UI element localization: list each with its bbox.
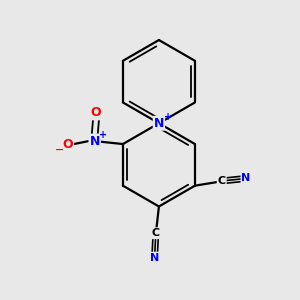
Text: O: O [91,106,101,119]
Text: N: N [154,117,164,130]
Text: +: + [99,130,107,140]
Text: −: − [55,145,64,155]
Text: N: N [242,173,251,183]
Text: C: C [218,176,226,186]
Text: O: O [63,138,73,151]
Text: C: C [152,228,160,238]
Text: N: N [150,253,159,262]
Text: +: + [164,112,172,122]
Text: N: N [89,135,100,148]
